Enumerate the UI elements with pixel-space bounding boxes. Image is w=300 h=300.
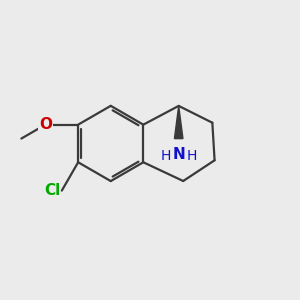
Text: O: O [39, 117, 52, 132]
Text: N: N [172, 147, 185, 162]
Text: Cl: Cl [44, 183, 60, 198]
Text: H: H [187, 149, 197, 164]
Text: H: H [160, 149, 170, 164]
Polygon shape [174, 106, 183, 139]
